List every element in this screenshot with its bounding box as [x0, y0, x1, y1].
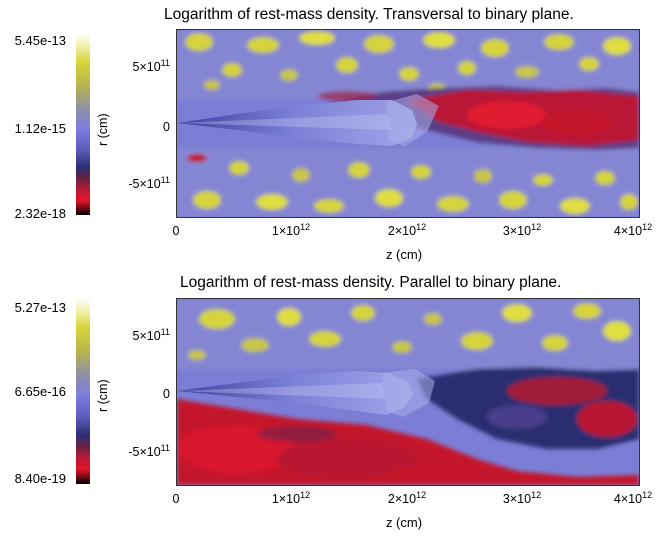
x-tick-label: 4×1012	[613, 222, 653, 238]
x-tick-label: 3×1012	[502, 222, 542, 238]
x-tick-label: 1×1012	[271, 490, 311, 506]
colorbar-max-label: 5.45e-13	[14, 33, 66, 48]
y-ticks: 5×1011 0 -5×1011	[100, 0, 170, 268]
y-tick-label: 0	[163, 120, 170, 134]
x-tick-label: 3×1012	[502, 490, 542, 506]
x-axis-label: z (cm)	[385, 515, 423, 530]
density-map-parallel	[176, 298, 640, 486]
x-tick-label: 4×1012	[613, 490, 653, 506]
y-tick-label: 5×1011	[132, 58, 171, 74]
colorbar	[76, 33, 90, 215]
panel-parallel: Logarithm of rest-mass density. Parallel…	[0, 268, 660, 537]
density-map-transversal	[176, 29, 640, 218]
y-ticks: 5×1011 0 -5×1011	[100, 268, 170, 537]
x-tick-label: 2×1012	[387, 222, 427, 238]
panel-transversal: Logarithm of rest-mass density. Transver…	[0, 0, 660, 268]
colorbar-min-label: 8.40e-19	[14, 471, 66, 486]
y-tick-label: -5×1011	[128, 175, 170, 191]
x-ticks: 0 1×1012 2×1012 3×1012 4×1012	[172, 222, 653, 242]
colorbar	[76, 298, 90, 484]
colorbar-max-label: 5.27e-13	[14, 300, 66, 315]
colorbar-min-label: 2.32e-18	[14, 206, 66, 221]
x-tick-label: 0	[172, 224, 180, 238]
plot-title: Logarithm of rest-mass density. Parallel…	[180, 274, 562, 291]
y-tick-label: 5×1011	[132, 327, 171, 343]
x-tick-label: 0	[172, 492, 180, 506]
colorbar-mid-label: 6.65e-16	[14, 384, 66, 399]
x-tick-label: 1×1012	[271, 222, 311, 238]
x-axis-label: z (cm)	[385, 247, 423, 262]
y-tick-label: -5×1011	[128, 443, 170, 459]
y-tick-label: 0	[163, 387, 170, 401]
plot-title: Logarithm of rest-mass density. Transver…	[164, 6, 574, 23]
x-tick-label: 2×1012	[387, 490, 427, 506]
x-ticks: 0 1×1012 2×1012 3×1012 4×1012	[172, 490, 653, 510]
colorbar-mid-label: 1.12e-15	[14, 121, 66, 136]
